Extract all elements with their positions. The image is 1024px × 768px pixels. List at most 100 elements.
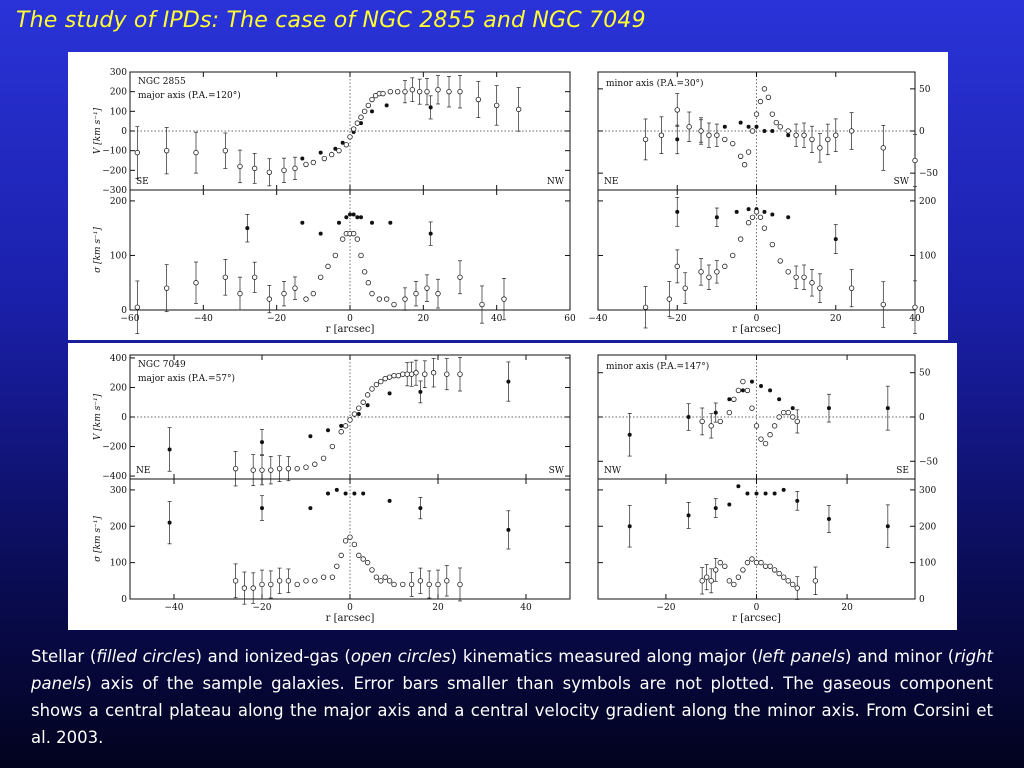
gas-point <box>266 169 273 175</box>
caption-text-5: ) axis of the sample galaxies. Error bar… <box>31 674 993 747</box>
gas-point <box>321 155 328 162</box>
gas-point <box>303 464 309 470</box>
stellar-point <box>326 491 330 496</box>
gas-point <box>793 274 799 280</box>
gas-point <box>730 140 736 147</box>
gas-point <box>758 559 764 566</box>
gas-point <box>698 269 704 275</box>
y-axis-label: V [km s⁻¹] <box>93 393 103 440</box>
x-axis-label: r [arcsec] <box>732 613 781 624</box>
gas-point <box>320 574 327 580</box>
gas-point <box>674 107 680 113</box>
gas-point <box>501 296 507 302</box>
x-axis-label: r [arcsec] <box>326 613 375 624</box>
gas-point <box>391 581 397 588</box>
gas-point <box>310 290 317 297</box>
gas-point <box>706 274 712 280</box>
gas-point <box>409 87 416 93</box>
gas-point <box>758 436 764 442</box>
y-tick-label: 200 <box>110 383 127 393</box>
gas-point <box>444 371 450 377</box>
gas-point <box>717 559 723 566</box>
stellar-point <box>627 432 632 437</box>
gas-point <box>794 585 800 591</box>
gas-point <box>737 236 744 242</box>
stellar-point <box>300 156 305 161</box>
gas-point <box>358 114 364 120</box>
gas-point <box>430 370 437 376</box>
gas-point <box>753 423 760 429</box>
stellar-point <box>370 109 374 114</box>
gas-point <box>424 88 430 95</box>
y-tick-label: −100 <box>102 147 127 157</box>
y-tick-label: −200 <box>102 443 127 453</box>
gas-point <box>361 108 368 115</box>
stellar-point <box>387 391 392 396</box>
gas-point <box>780 574 787 580</box>
gas-point <box>413 370 419 376</box>
stellar-point <box>786 133 791 138</box>
gas-point <box>446 88 452 95</box>
gas-point <box>713 567 719 573</box>
gas-point <box>809 280 815 286</box>
stellar-point <box>686 513 691 518</box>
gas-point <box>303 296 309 302</box>
gas-point <box>222 147 229 154</box>
x-tick-label: −40 <box>194 314 213 324</box>
gas-point <box>682 285 688 291</box>
gas-point <box>794 418 800 425</box>
gas-point <box>708 423 714 429</box>
gas-point <box>317 274 324 280</box>
y-tick-label: 200 <box>919 522 936 532</box>
gas-point <box>686 124 692 130</box>
stellar-point <box>418 506 423 511</box>
gas-point <box>347 534 353 540</box>
stellar-point <box>308 434 313 439</box>
gas-point <box>394 88 401 95</box>
stellar-point <box>734 209 739 214</box>
stellar-point <box>746 124 751 129</box>
gas-point <box>825 136 831 143</box>
gas-point <box>741 162 748 168</box>
gas-point <box>457 371 463 377</box>
gas-point <box>708 578 714 584</box>
stellar-point <box>318 150 323 155</box>
gas-point <box>457 88 463 95</box>
gas-point <box>475 96 482 103</box>
stellar-point <box>762 209 767 214</box>
gas-point <box>714 269 720 275</box>
gas-point <box>259 581 265 588</box>
x-tick-label: 40 <box>520 603 532 613</box>
axis-orientation-label: major axis (P.A.=120°) <box>138 90 241 101</box>
stellar-point <box>167 447 172 452</box>
x-tick-label: 40 <box>491 314 503 324</box>
gas-point <box>292 285 298 291</box>
gas-point <box>250 467 256 473</box>
gas-point <box>744 387 751 394</box>
stellar-point <box>348 212 352 217</box>
gas-point <box>325 263 331 270</box>
stellar-point <box>326 428 330 433</box>
gas-point <box>761 86 768 92</box>
gas-point <box>320 455 327 462</box>
stellar-point <box>762 129 767 133</box>
gas-point <box>809 136 815 143</box>
gas-point <box>912 304 918 310</box>
gas-point <box>380 90 386 97</box>
corner-label-left: NE <box>604 177 618 187</box>
gas-point <box>457 581 463 588</box>
corner-label-right: SW <box>549 466 565 476</box>
stellar-point <box>790 406 795 411</box>
stellar-point <box>885 524 890 529</box>
stellar-point <box>714 215 719 220</box>
gas-point <box>780 409 787 416</box>
stellar-point <box>736 484 741 489</box>
gas-point <box>435 290 441 297</box>
gas-point <box>358 252 364 259</box>
gas-point <box>413 290 419 297</box>
gas-point <box>642 136 649 143</box>
gas-point <box>354 120 361 126</box>
gas-point <box>674 263 680 270</box>
panel-major-axis-velocity: −300 −200 −100 0 100 200 300 V [km s⁻¹] NGC 2855… <box>93 68 571 196</box>
gas-point <box>281 167 287 174</box>
